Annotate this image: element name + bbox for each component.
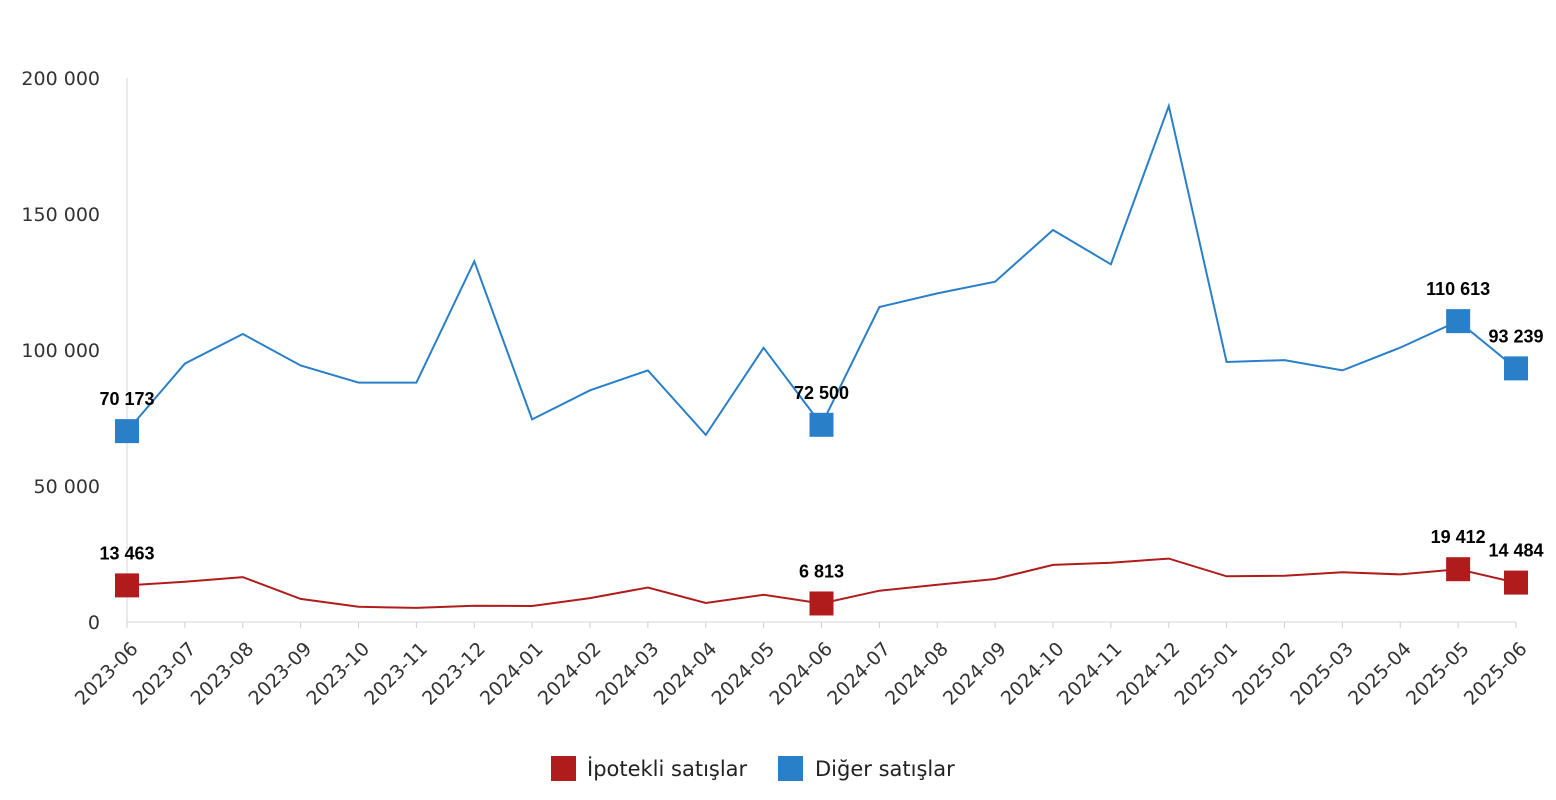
x-tick-label: 2024-04 [650, 638, 722, 710]
x-tick-label: 2025-03 [1286, 638, 1358, 710]
x-tick-label: 2023-12 [418, 638, 490, 710]
x-tick-label: 2025-06 [1460, 638, 1532, 710]
y-tick-label: 0 [88, 612, 100, 634]
series-1-data-label: 110 613 [1426, 279, 1490, 299]
x-tick-label: 2023-08 [187, 638, 259, 710]
series-1-marker [1504, 356, 1528, 381]
y-tick-label: 50 000 [34, 476, 100, 498]
y-tick-label: 100 000 [21, 340, 100, 362]
x-tick-label: 2025-04 [1344, 638, 1416, 710]
legend-swatch-0 [551, 756, 576, 781]
y-tick-label: 200 000 [21, 68, 100, 90]
x-tick-label: 2024-11 [1055, 638, 1127, 710]
x-tick-label: 2023-07 [129, 638, 201, 710]
x-tick-label: 2023-10 [302, 638, 374, 710]
x-tick-label: 2024-01 [476, 638, 548, 710]
series-layer [115, 102, 1528, 616]
x-tick-label: 2024-05 [707, 638, 779, 710]
series-0-marker [115, 573, 139, 598]
legend: İpotekli satışlar Diğer satışlar [551, 756, 955, 781]
x-tick-label: 2024-10 [997, 638, 1069, 710]
x-tick-label: 2023-06 [71, 638, 143, 710]
series-1-data-label: 72 500 [794, 383, 849, 403]
series-1-marker [115, 419, 139, 444]
series-0-marker [1504, 570, 1528, 595]
x-tick-label: 2025-02 [1228, 638, 1300, 710]
series-1-marker [1446, 309, 1471, 334]
legend-swatch-1 [778, 756, 803, 781]
series-0-data-label: 13 463 [99, 543, 154, 563]
x-tick-label: 2024-07 [823, 638, 895, 710]
x-tick-label: 2025-01 [1170, 638, 1242, 710]
x-tick-label: 2024-06 [765, 638, 837, 710]
x-tick-label: 2024-03 [592, 638, 664, 710]
series-0-data-label: 19 412 [1431, 527, 1486, 547]
series-1-data-label: 70 173 [99, 389, 154, 409]
series-0-marker [1446, 557, 1471, 582]
x-tick-label: 2024-08 [881, 638, 953, 710]
x-tick-label: 2023-11 [360, 638, 432, 710]
x-tick-label: 2023-09 [244, 638, 316, 710]
legend-label-1: Diğer satışlar [815, 757, 955, 781]
series-0-data-label: 14 484 [1488, 541, 1543, 561]
x-tick-label: 2024-09 [939, 638, 1011, 710]
series-0-marker [809, 591, 834, 616]
x-tick-label: 2024-12 [1113, 638, 1185, 710]
series-1-marker [809, 412, 834, 437]
x-tick-label: 2025-05 [1402, 638, 1474, 710]
series-0-data-label: 6 813 [799, 561, 844, 581]
series-1-data-label: 93 239 [1488, 326, 1543, 346]
legend-label-0: İpotekli satışlar [587, 756, 748, 781]
y-tick-label: 150 000 [21, 204, 100, 226]
x-tick-label: 2024-02 [534, 638, 606, 710]
